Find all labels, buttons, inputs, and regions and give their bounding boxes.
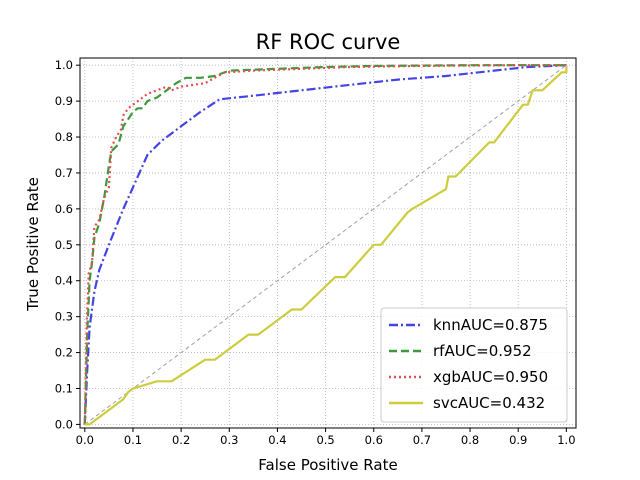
y-tick-label: 0.7 (55, 166, 73, 180)
y-tick-label: 0.9 (55, 94, 73, 108)
y-tick-label: 0.0 (55, 417, 73, 431)
y-tick-label: 0.1 (55, 381, 73, 395)
axis-ticks: 0.0 0.1 0.2 0.3 0.4 0.5 0.6 0.7 0.8 0.9 1.0 0.0 0.1 0… (55, 58, 576, 447)
chart-title: RF ROC curve (256, 30, 401, 54)
y-tick-label: 0.8 (55, 130, 73, 144)
plot-area (83, 64, 568, 426)
x-tick-label: 0.5 (316, 433, 334, 447)
legend-label-1: rfAUC=0.952 (433, 342, 532, 360)
series-line-1 (83, 64, 567, 425)
x-tick-label: 0.8 (461, 433, 479, 447)
legend-label-3: svcAUC=0.432 (433, 394, 545, 412)
y-tick-label: 0.4 (55, 274, 73, 288)
legend-label-2: xgbAUC=0.950 (433, 368, 548, 386)
series-line-3 (84, 65, 568, 426)
x-tick-label: 0.7 (413, 433, 431, 447)
x-tick-label: 0.6 (365, 433, 383, 447)
chance-diagonal (84, 64, 567, 425)
y-tick-label: 0.5 (55, 238, 73, 252)
x-tick-label: 1.0 (557, 433, 575, 447)
series-line-0 (83, 64, 567, 425)
x-tick-label: 0.0 (76, 433, 94, 447)
y-tick-label: 0.2 (55, 346, 73, 360)
legend-label-0: knnAUC=0.875 (433, 316, 548, 334)
x-axis-label: False Positive Rate (258, 456, 397, 474)
x-tick-label: 0.1 (124, 433, 142, 447)
x-tick-label: 0.2 (172, 433, 190, 447)
y-tick-label: 0.6 (55, 202, 73, 216)
y-tick-label: 1.0 (55, 58, 73, 72)
plot-frame (79, 57, 577, 429)
x-tick-label: 0.9 (509, 433, 527, 447)
legend: knnAUC=0.875 rfAUC=0.952 xgbAUC=0.950 svcAU… (380, 307, 568, 423)
x-tick-label: 0.4 (268, 433, 286, 447)
y-tick-label: 0.3 (55, 310, 73, 324)
y-axis-label: True Positive Rate (24, 177, 42, 312)
legend-box (380, 307, 568, 423)
x-tick-label: 0.3 (220, 433, 238, 447)
